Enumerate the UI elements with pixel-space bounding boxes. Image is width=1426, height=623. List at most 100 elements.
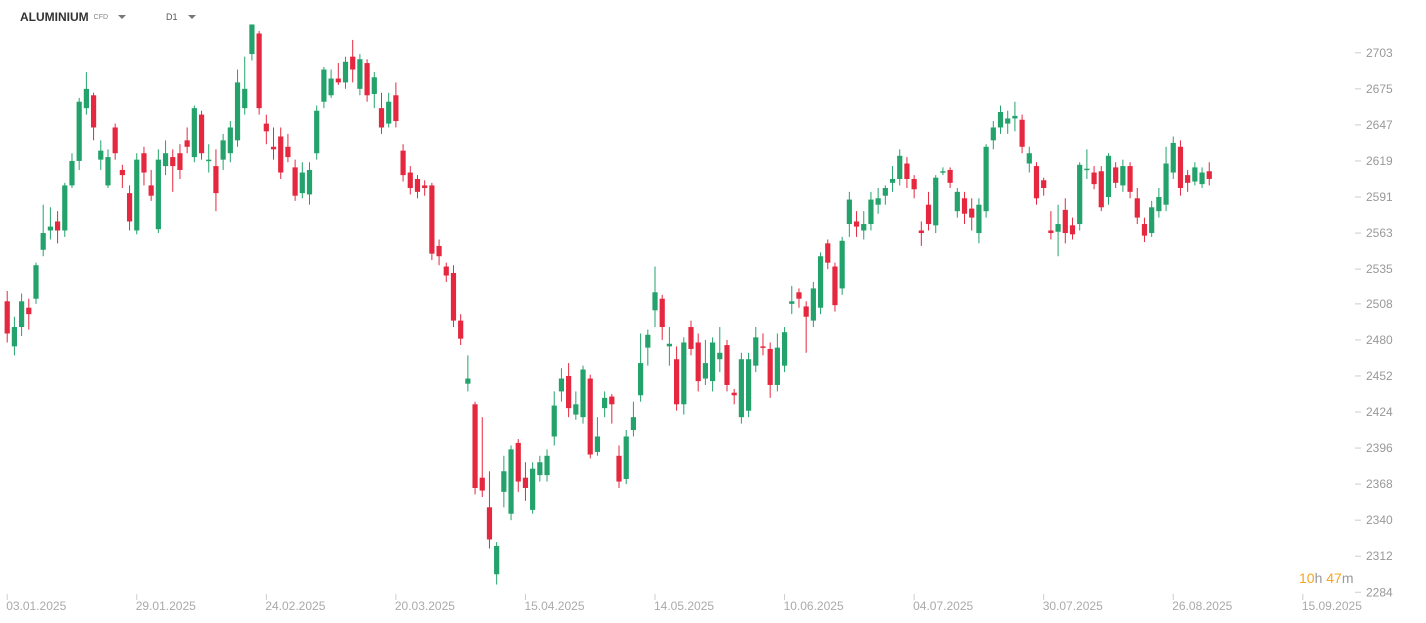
- candle-body: [580, 369, 586, 418]
- candle-body: [1019, 119, 1025, 147]
- y-tick-label: 2703: [1366, 46, 1393, 60]
- symbol-dropdown[interactable]: [118, 15, 127, 19]
- candle-body: [155, 159, 161, 230]
- candle-body: [501, 471, 507, 492]
- y-tick-label: 2563: [1366, 226, 1393, 240]
- candle-body: [198, 114, 205, 154]
- candle-body: [558, 378, 565, 392]
- candle-body: [767, 348, 773, 385]
- candle-body: [278, 136, 284, 173]
- candle-body: [594, 436, 601, 452]
- countdown: 10h 47m: [1299, 570, 1354, 586]
- candle-body: [940, 171, 946, 173]
- candle-body: [1041, 180, 1047, 188]
- candle-body: [328, 78, 334, 96]
- candle-body: [105, 157, 111, 186]
- candle-body: [162, 153, 169, 167]
- candle-body: [256, 33, 262, 109]
- candle-body: [62, 185, 68, 231]
- candle-body: [1192, 167, 1198, 182]
- candle-body: [659, 298, 665, 328]
- candle-body: [1156, 196, 1162, 212]
- candle-body: [1113, 167, 1119, 183]
- candle-body: [681, 342, 687, 405]
- y-tick-label: 2647: [1366, 118, 1393, 132]
- candle-body: [321, 69, 327, 102]
- symbol[interactable]: ALUMINIUM: [20, 10, 89, 24]
- candle-body: [134, 159, 140, 231]
- candle-body: [436, 245, 442, 257]
- candle-body: [508, 449, 514, 514]
- candle-body: [515, 442, 521, 482]
- x-tick-label: 14.05.2025: [654, 599, 714, 613]
- candle-body: [832, 266, 838, 306]
- y-tick-label: 2619: [1366, 154, 1393, 168]
- candle-body: [292, 167, 298, 196]
- candle-body: [342, 61, 349, 83]
- candle-body: [904, 163, 910, 179]
- countdown-h: h: [1314, 570, 1323, 586]
- candle-body: [1077, 164, 1083, 225]
- x-tick-label: 30.07.2025: [1043, 599, 1103, 613]
- candle-body: [933, 177, 939, 226]
- candle-body: [213, 166, 219, 194]
- y-tick-label: 2480: [1366, 333, 1393, 347]
- candle-body: [789, 301, 795, 304]
- candle-body: [954, 191, 960, 212]
- candle-body: [407, 172, 413, 188]
- countdown-hours: 10: [1299, 570, 1315, 586]
- candle-body: [371, 77, 377, 94]
- candle-body: [54, 221, 61, 231]
- candle-body: [551, 405, 557, 437]
- candle-body: [522, 477, 529, 488]
- candle-body: [861, 224, 867, 231]
- candle-body: [702, 363, 708, 379]
- timeframe-dropdown[interactable]: [187, 15, 196, 19]
- candle-body: [674, 359, 680, 405]
- candle-body: [1048, 230, 1054, 234]
- candle-body: [947, 169, 953, 183]
- candle-body: [76, 101, 82, 161]
- x-tick-label: 29.01.2025: [136, 599, 196, 613]
- candle-body: [1170, 142, 1176, 173]
- candle-body: [285, 146, 291, 158]
- candle-body: [479, 477, 485, 491]
- x-tick-label: 15.09.2025: [1302, 599, 1362, 613]
- candle-body: [429, 185, 435, 254]
- x-tick-label: 04.07.2025: [913, 599, 973, 613]
- candle-body: [638, 363, 644, 396]
- candle-body: [882, 187, 888, 196]
- symbol-type: CFD: [93, 13, 109, 21]
- candle-body: [1012, 115, 1018, 119]
- candle-body: [1134, 198, 1140, 218]
- candle-body: [422, 185, 428, 188]
- candle-body: [177, 153, 183, 170]
- candle-body: [443, 266, 449, 276]
- candle-body: [1199, 172, 1205, 185]
- candle-body: [645, 334, 651, 348]
- timeframe[interactable]: D1: [166, 12, 178, 22]
- candle-body: [853, 221, 860, 227]
- candle-body: [357, 59, 363, 89]
- candle-body: [98, 150, 104, 160]
- y-tick-label: 2340: [1366, 513, 1393, 527]
- candle-body: [695, 342, 701, 382]
- candle-body: [119, 169, 125, 176]
- y-tick-label: 2591: [1366, 190, 1393, 204]
- x-tick-label: 24.02.2025: [265, 599, 325, 613]
- x-tick-label: 03.01.2025: [6, 599, 66, 613]
- candle-body: [1069, 225, 1076, 235]
- candle-body: [400, 150, 406, 176]
- candle-body: [11, 327, 17, 347]
- candle-body: [983, 146, 989, 212]
- candle-body: [825, 243, 831, 263]
- candle-body: [18, 301, 25, 328]
- x-tick-label: 15.04.2025: [524, 599, 584, 613]
- candle-body: [738, 359, 744, 418]
- candle-body: [335, 78, 341, 83]
- candle-body: [875, 198, 881, 205]
- candle-body: [4, 301, 10, 334]
- candle-body: [803, 306, 809, 317]
- candle-body: [234, 82, 241, 141]
